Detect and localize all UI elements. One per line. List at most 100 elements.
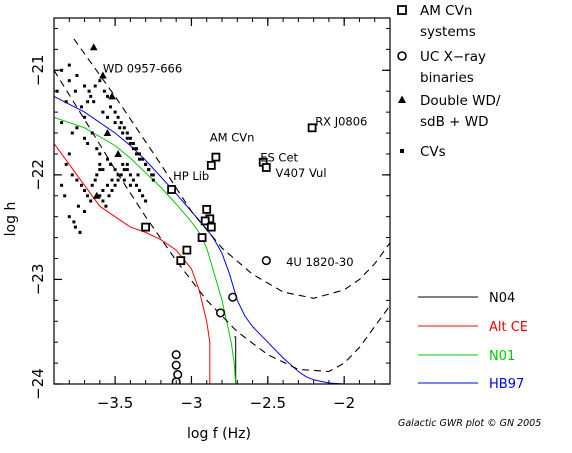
cv-point <box>64 100 68 104</box>
am-cvn-point <box>176 256 186 266</box>
annotation-label: 4U 1820-30 <box>286 255 353 269</box>
cv-point <box>75 74 79 77</box>
cv-point <box>107 194 111 198</box>
cv-point <box>92 100 96 104</box>
legend-label: Alt CE <box>489 320 528 335</box>
cv-point <box>80 105 83 109</box>
x-tick-label: −3.5 <box>97 394 133 412</box>
cv-point <box>121 131 125 135</box>
cv-point <box>67 63 71 67</box>
cv-point <box>125 162 129 166</box>
cv-point <box>121 162 125 166</box>
am-cvn-point <box>261 163 271 172</box>
cv-point <box>60 183 64 187</box>
legend-entry-circle: UC X−ray binaries <box>397 49 486 86</box>
ucxb-point <box>171 360 181 370</box>
cv-point <box>131 147 135 151</box>
double-wd-point <box>114 149 122 157</box>
cv-point <box>83 84 86 88</box>
cv-point <box>128 142 132 145</box>
annotation-label: ES Cet <box>260 150 298 164</box>
legend-entry-dot: CVs <box>400 144 446 160</box>
cv-point <box>151 173 155 177</box>
cv-point <box>138 152 141 156</box>
cv-point <box>89 199 93 203</box>
annotation-label: V407 Vul <box>276 166 327 180</box>
cv-point <box>64 162 68 166</box>
ucxb-point <box>173 370 183 380</box>
legend-entry-hb97: HB97 <box>418 377 524 392</box>
cv-point <box>131 142 135 145</box>
annotation-label: WD 0957-666 <box>103 61 182 75</box>
cv-point <box>93 178 97 182</box>
ucxb-point <box>228 292 238 302</box>
am-cvn-point <box>182 245 192 255</box>
legend-label: AM CVn <box>420 3 472 19</box>
legend-triangle-marker <box>398 95 406 103</box>
y-tick-label: −22 <box>29 159 47 191</box>
cv-point <box>116 178 120 182</box>
cv-point <box>138 189 141 192</box>
legend-label: HB97 <box>489 377 524 392</box>
cv-point <box>113 110 117 114</box>
cv-point <box>128 136 132 140</box>
legend-entry-alt-ce: Alt CE <box>418 320 528 335</box>
legend-label: CVs <box>420 144 446 160</box>
double-wd-point <box>92 191 101 199</box>
cv-point <box>106 183 109 187</box>
cv-point <box>95 173 99 177</box>
cv-point <box>119 173 123 177</box>
legend-label: UC X−ray <box>420 49 486 65</box>
cv-point <box>116 173 120 177</box>
cv-point <box>135 152 138 156</box>
cv-point <box>141 157 145 161</box>
annotation-label: RX J0806 <box>315 115 367 129</box>
legend-label: sdB + WD <box>420 114 489 130</box>
cv-point <box>113 183 117 187</box>
cv-point <box>135 147 138 151</box>
ucxb-point <box>261 256 271 266</box>
cv-point <box>86 194 90 198</box>
cv-point <box>93 84 97 88</box>
cv-point <box>67 152 71 156</box>
cv-point <box>98 168 102 172</box>
cv-point <box>113 121 117 125</box>
cv-point <box>116 115 120 119</box>
cv-point <box>110 178 114 182</box>
cv-point <box>110 189 114 192</box>
x-axis: −3.5 −3 −2.5 −2 <box>53 18 391 412</box>
am-cvn-point <box>307 123 317 133</box>
cv-point <box>89 94 93 98</box>
cv-point <box>122 168 126 172</box>
cv-point <box>109 162 112 166</box>
cv-point <box>87 89 91 93</box>
cv-point <box>104 204 108 208</box>
am-cvn-point <box>206 222 216 232</box>
am-cvn-point <box>211 152 221 162</box>
cv-point <box>86 100 90 104</box>
legend-entry-n04: N04 <box>418 291 515 306</box>
cv-point <box>70 131 74 135</box>
double-wd-point <box>99 71 107 79</box>
x-tick-label: −3 <box>180 394 202 412</box>
ucxb-point <box>171 350 181 360</box>
cv-point <box>136 173 140 177</box>
am-cvn-point <box>202 204 212 214</box>
cv-point <box>118 126 122 130</box>
cv-point <box>98 194 102 198</box>
am-cvn-point <box>200 216 210 226</box>
series-line-n01 <box>54 116 237 384</box>
cv-point <box>101 199 105 203</box>
cv-point <box>119 121 123 125</box>
cv-point <box>113 168 117 172</box>
ucxb-point <box>215 308 226 318</box>
plot-area <box>54 38 390 384</box>
cv-point <box>98 162 102 166</box>
cv-point <box>144 162 148 166</box>
am-cvn-point <box>197 233 207 243</box>
x-tick-label: −2.5 <box>250 394 286 412</box>
cv-point <box>90 131 94 135</box>
cv-point <box>86 142 90 145</box>
line-legend: N04 Alt CE N01 HB97 <box>418 291 528 392</box>
cv-point <box>106 115 109 119</box>
